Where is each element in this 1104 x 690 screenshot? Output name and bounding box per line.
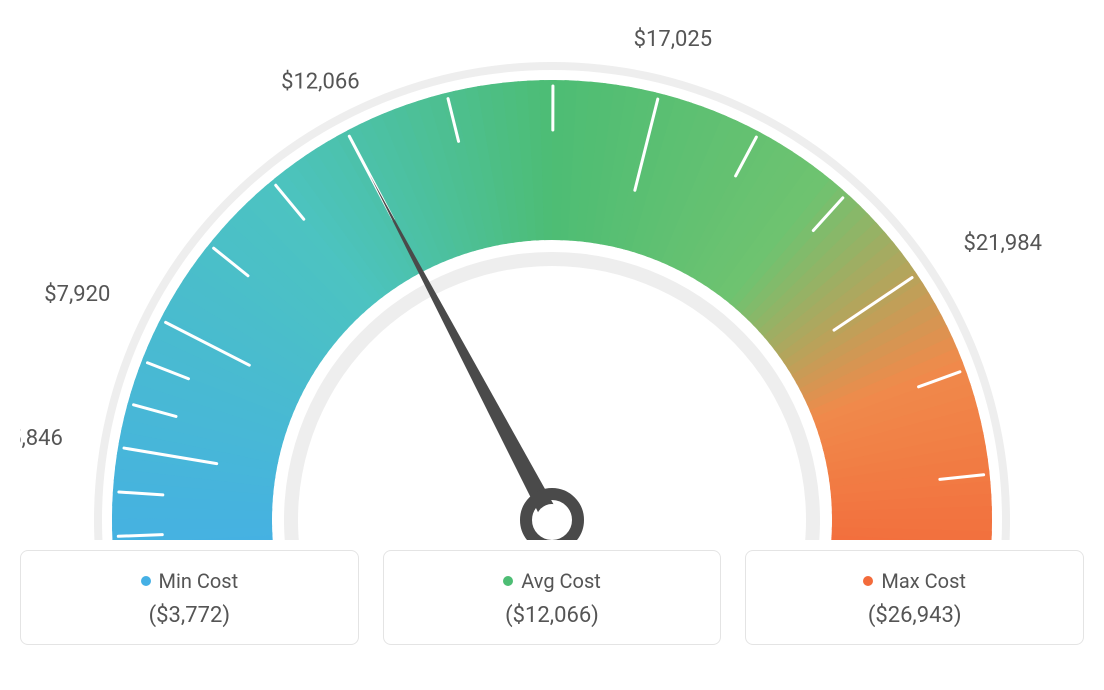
legend-card-max: Max Cost ($26,943) (745, 550, 1084, 645)
svg-text:$7,920: $7,920 (44, 282, 110, 307)
legend-title-avg: Avg Cost (503, 569, 601, 593)
svg-text:$21,984: $21,984 (963, 231, 1042, 256)
svg-text:$12,066: $12,066 (281, 69, 360, 94)
svg-text:$5,846: $5,846 (20, 426, 63, 451)
legend-title-text: Max Cost (881, 569, 966, 593)
legend-title-max: Max Cost (863, 569, 966, 593)
legend-title-text: Avg Cost (521, 569, 601, 593)
svg-text:$17,025: $17,025 (634, 27, 713, 52)
legend-title-text: Min Cost (159, 569, 239, 593)
legend-value-avg: ($12,066) (394, 603, 711, 628)
legend-row: Min Cost ($3,772) Avg Cost ($12,066) Max… (20, 550, 1084, 645)
gauge-svg: $3,772$5,846$7,920$12,066$17,025$21,984$… (20, 20, 1084, 540)
cost-gauge-chart: $3,772$5,846$7,920$12,066$17,025$21,984$… (20, 20, 1084, 645)
legend-card-min: Min Cost ($3,772) (20, 550, 359, 645)
dot-icon (141, 576, 151, 586)
gauge-svg-wrap: $3,772$5,846$7,920$12,066$17,025$21,984$… (20, 20, 1084, 540)
legend-title-min: Min Cost (141, 569, 239, 593)
dot-icon (863, 576, 873, 586)
legend-value-max: ($26,943) (756, 603, 1073, 628)
legend-value-min: ($3,772) (31, 603, 348, 628)
legend-card-avg: Avg Cost ($12,066) (383, 550, 722, 645)
dot-icon (503, 576, 513, 586)
